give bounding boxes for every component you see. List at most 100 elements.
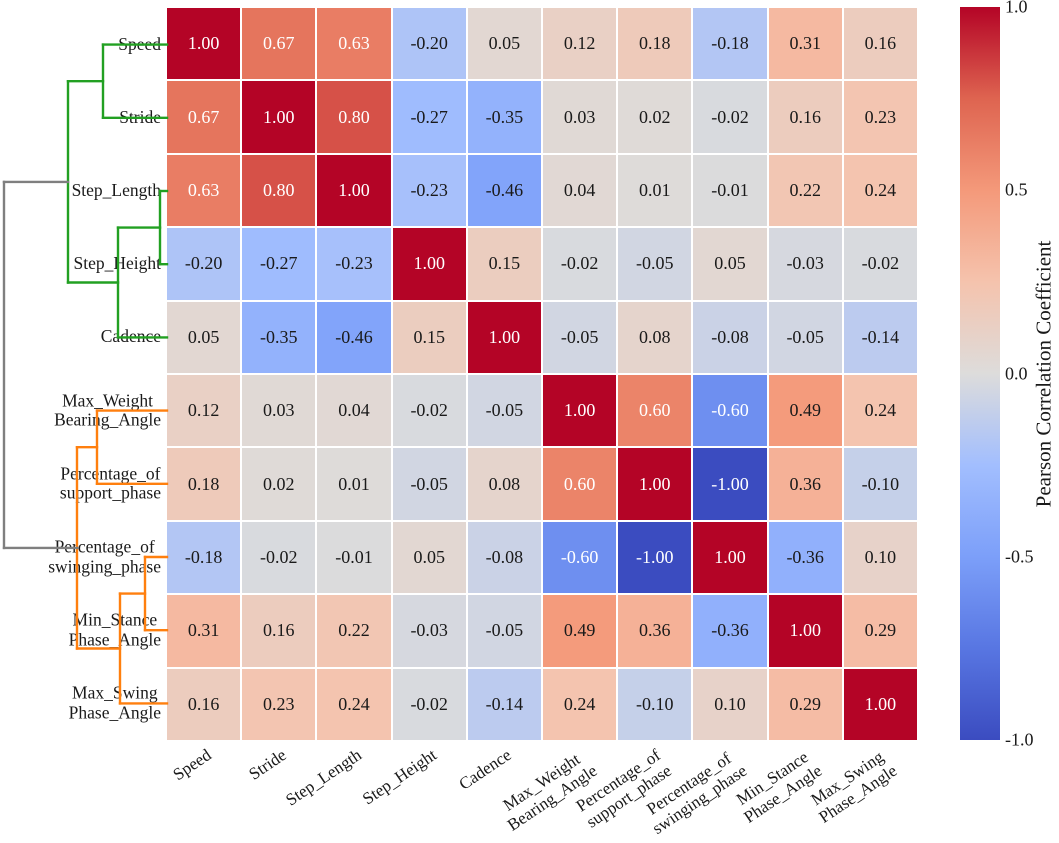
- heatmap-cell: 0.01: [618, 154, 692, 227]
- heatmap-cell: 1.00: [693, 521, 767, 594]
- heatmap-cell: 0.60: [618, 375, 692, 447]
- heatmap-cell: 0.24: [317, 668, 391, 740]
- column-label: Min_Stance Phase_Angle: [732, 747, 826, 827]
- heatmap-cell: 0.03: [542, 81, 617, 153]
- heatmap-cell: 0.05: [467, 8, 541, 80]
- heatmap-cell: -0.08: [693, 301, 767, 373]
- heatmap-cell: -0.18: [693, 8, 767, 80]
- heatmap-cell: 0.36: [618, 595, 692, 667]
- heatmap-cell: -1.00: [618, 521, 692, 594]
- heatmap-cell: 0.04: [317, 375, 391, 447]
- heatmap-cell: -0.05: [467, 595, 541, 667]
- heatmap-cell: 0.49: [542, 595, 617, 667]
- heatmap-cell: 0.03: [242, 375, 316, 447]
- heatmap-cell: -1.00: [693, 448, 767, 520]
- heatmap-cell: 0.31: [167, 595, 241, 667]
- heatmap-cell: 1.00: [242, 81, 316, 153]
- heatmap-cell: 0.08: [618, 301, 692, 373]
- heatmap-cell: -0.05: [768, 301, 842, 373]
- colorbar-tick-label: -1.0: [1005, 729, 1034, 750]
- heatmap-cell: 0.12: [542, 8, 617, 80]
- heatmap-cell: 1.00: [618, 448, 692, 520]
- heatmap-grid: 1.00 0.67 0.63 -0.20 0.05 0.12 0.18 -0.18 0.31 0.…: [167, 8, 917, 740]
- heatmap-cell: 0.16: [843, 8, 917, 80]
- heatmap-cell: -0.36: [768, 521, 842, 594]
- row-label: Stride: [119, 107, 161, 127]
- heatmap-cell: 0.05: [167, 301, 241, 373]
- heatmap-cell: 1.00: [542, 375, 617, 447]
- heatmap-cell: 0.16: [167, 668, 241, 740]
- heatmap-cell: -0.20: [392, 8, 466, 80]
- heatmap-cell: 0.16: [242, 595, 316, 667]
- heatmap-cell: 0.80: [242, 154, 316, 227]
- heatmap-cell: -0.05: [392, 448, 466, 520]
- column-label: Step_Length: [281, 745, 365, 810]
- heatmap-cell: 0.49: [768, 375, 842, 447]
- heatmap-cell: 0.01: [317, 448, 391, 520]
- column-label: Max_Swing Phase_Angle: [807, 747, 901, 827]
- heatmap-cell: -0.02: [392, 375, 466, 447]
- heatmap-cell: 0.67: [242, 8, 316, 80]
- heatmap-cell: -0.23: [392, 154, 466, 227]
- heatmap-cell: -0.60: [542, 521, 617, 594]
- heatmap-cell: -0.05: [542, 301, 617, 373]
- heatmap-cell: 0.04: [542, 154, 617, 227]
- heatmap-cell: -0.10: [843, 448, 917, 520]
- heatmap-cell: -0.27: [392, 81, 466, 153]
- heatmap-cell: -0.23: [317, 228, 391, 300]
- row-label: Percentage_of support_phase: [59, 463, 161, 503]
- heatmap-cell: 0.29: [843, 595, 917, 667]
- heatmap-cell: -0.18: [167, 521, 241, 594]
- row-label: Step_Length: [71, 180, 161, 201]
- colorbar-tick-label: 1.0: [1005, 0, 1028, 17]
- row-label: Min_Stance Phase_Angle: [68, 609, 161, 650]
- heatmap-cell: 0.24: [843, 154, 917, 227]
- heatmap-cell: 0.60: [542, 448, 617, 520]
- heatmap-cell: 0.18: [618, 8, 692, 80]
- heatmap-cell: 0.24: [843, 375, 917, 447]
- heatmap-cell: 0.23: [843, 81, 917, 153]
- heatmap-cell: 0.15: [467, 228, 541, 300]
- heatmap-cell: 0.18: [167, 448, 241, 520]
- heatmap-cell: -0.60: [693, 375, 767, 447]
- colorbar-tick-label: 0.0: [1005, 363, 1028, 383]
- heatmap-cell: 0.08: [467, 448, 541, 520]
- heatmap-cell: 0.31: [768, 8, 842, 80]
- heatmap-cell: 0.10: [693, 668, 767, 740]
- heatmap-cell: 0.15: [392, 301, 466, 373]
- heatmap-cell: -0.46: [467, 154, 541, 227]
- heatmap-cell: -0.46: [317, 301, 391, 373]
- heatmap-cell: -0.01: [317, 521, 391, 594]
- heatmap-cell: -0.01: [693, 154, 767, 227]
- heatmap-cell: -0.05: [618, 228, 692, 300]
- heatmap-cell: 0.24: [542, 668, 617, 740]
- colorbar-tick-label: -0.5: [1005, 546, 1034, 567]
- heatmap-cell: 0.36: [768, 448, 842, 520]
- colorbar: [960, 7, 1000, 740]
- heatmap-cell: -0.27: [242, 228, 316, 300]
- row-label: Cadence: [100, 326, 161, 347]
- heatmap-cell: -0.02: [693, 81, 767, 153]
- heatmap-cell: 0.10: [843, 521, 917, 594]
- heatmap-cell: -0.20: [167, 228, 241, 300]
- heatmap-cell: 0.22: [768, 154, 842, 227]
- heatmap-cell: 0.29: [768, 668, 842, 740]
- row-label: Max_Weight Bearing_Angle: [54, 390, 161, 430]
- heatmap-cell: 0.22: [317, 595, 391, 667]
- heatmap-cell: -0.35: [467, 81, 541, 153]
- heatmap-cell: -0.02: [242, 521, 316, 594]
- column-label: Step_Height: [358, 745, 440, 809]
- colorbar-title: Pearson Correlation Coefficient: [1031, 240, 1056, 508]
- heatmap-cell: -0.14: [843, 301, 917, 373]
- heatmap-cell: -0.36: [693, 595, 767, 667]
- heatmap-cell: 0.05: [693, 228, 767, 300]
- heatmap-cell: 0.16: [768, 81, 842, 153]
- heatmap-cell: 1.00: [317, 154, 391, 227]
- row-label: Max_Swing Phase_Angle: [68, 682, 161, 723]
- row-label: Percentage_of swinging_phase: [48, 536, 161, 576]
- heatmap-cell: -0.02: [542, 228, 617, 300]
- heatmap-cell: 1.00: [167, 8, 241, 80]
- column-label: Cadence: [455, 745, 515, 794]
- heatmap-cell: -0.02: [843, 228, 917, 300]
